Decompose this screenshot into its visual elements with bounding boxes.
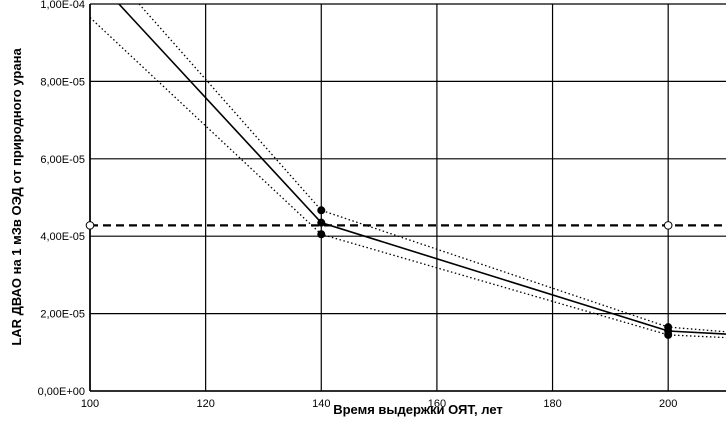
x-tick-label: 200 [659, 398, 677, 410]
x-tick-label: 140 [312, 398, 330, 410]
y-tick-label: 0,00E+00 [38, 386, 85, 398]
y-tick-label: 8,00E-05 [40, 76, 85, 88]
y-axis-title: LAR ДВАО на 1 мЗв ОЭД от природного уран… [9, 48, 24, 346]
series-line-solid-0 [118, 4, 726, 335]
data-point [317, 218, 326, 227]
data-point [664, 330, 673, 339]
data-point [664, 323, 673, 332]
y-tick-label: 6,00E-05 [40, 154, 85, 166]
y-tick-label: 2,00E-05 [40, 309, 85, 321]
series-line-dotted-1 [138, 4, 726, 333]
x-tick-label: 160 [428, 398, 446, 410]
data-point [317, 230, 326, 239]
x-tick-label: 120 [196, 398, 214, 410]
y-tick-label: 4,00E-05 [40, 231, 85, 243]
data-point [317, 206, 326, 215]
x-axis-title: Время выдержки ОЯТ, лет [333, 402, 503, 417]
open-data-point [663, 221, 673, 230]
open-data-point [85, 221, 95, 230]
x-tick-label: 180 [543, 398, 561, 410]
x-tick-label: 100 [81, 398, 99, 410]
y-tick-label: 1,00E-04 [40, 0, 85, 11]
series-line-dotted-2 [90, 17, 726, 339]
